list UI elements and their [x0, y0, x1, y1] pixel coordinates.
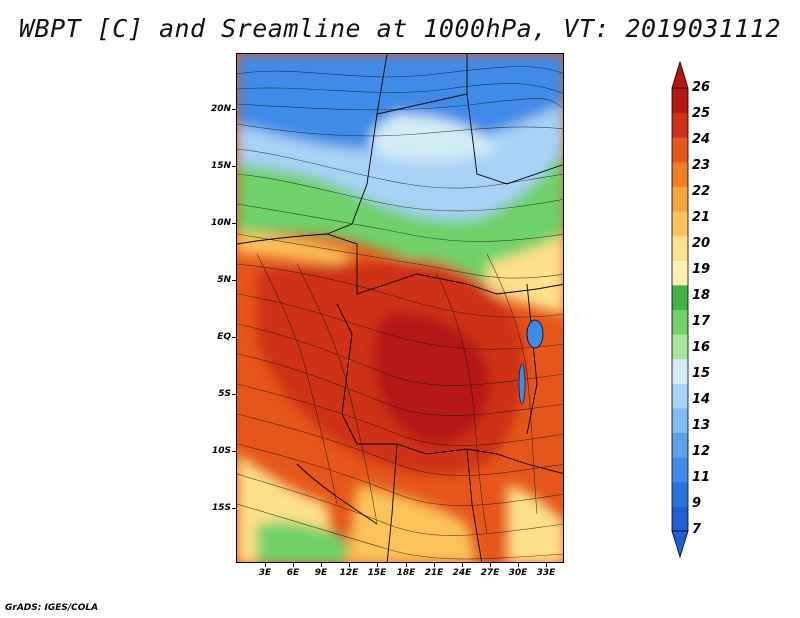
colorbar-label: 13 [692, 418, 711, 433]
colorbar-label: 25 [692, 106, 711, 121]
colorbar-segment [672, 284, 688, 310]
lat-label: EQ [217, 332, 231, 342]
map-panel [236, 53, 564, 563]
colorbar-label: 11 [692, 470, 711, 485]
colorbar-label: 9 [692, 496, 702, 511]
lon-label: 21E [424, 568, 444, 578]
lat-tick [232, 394, 236, 395]
colorbar-label: 18 [692, 288, 711, 303]
colorbar-segment [672, 260, 688, 286]
lat-tick [232, 280, 236, 281]
lon-tick [462, 563, 463, 567]
lon-label: 9E [314, 568, 328, 578]
pale-region-sahara [370, 114, 497, 161]
lon-label: 15E [367, 568, 387, 578]
lat-tick [232, 166, 236, 167]
colorbar-segment [672, 161, 688, 187]
lon-label: 18E [396, 568, 416, 578]
colorbar-label: 15 [692, 366, 711, 381]
lon-label: 12E [339, 568, 359, 578]
colorbar-segment [672, 309, 688, 335]
lon-label: 24E [452, 568, 472, 578]
chart-title: WBPT [C] and Sreamline at 1000hPa, VT: 2… [18, 14, 781, 43]
lon-label: 33E [536, 568, 556, 578]
lat-tick [232, 451, 236, 452]
lat-tick [232, 223, 236, 224]
streamlines [237, 66, 563, 560]
colorbar-segment [672, 88, 688, 114]
southeast-warm [507, 484, 563, 562]
lon-label: 3E [258, 568, 272, 578]
south-central-warm [347, 484, 477, 562]
lon-tick [349, 563, 350, 567]
lat-label: 5N [217, 275, 231, 285]
hottest-core [374, 313, 490, 445]
transition-east [487, 235, 563, 314]
lon-tick [377, 563, 378, 567]
colorbar-segment [672, 235, 688, 261]
colorbar-label: 22 [692, 184, 711, 199]
lon-tick [546, 563, 547, 567]
colorbar-label: 12 [692, 444, 711, 459]
country-borders [237, 54, 563, 562]
colorbar-segment [672, 334, 688, 360]
colorbar-segments [671, 87, 689, 532]
grads-footer: GrADS: IGES/COLA [5, 603, 99, 613]
lat-label: 15S [211, 503, 231, 513]
colorbar-label: 26 [692, 80, 711, 95]
colorbar-label: 19 [692, 262, 711, 277]
lat-label: 10N [210, 218, 231, 228]
lake-victoria [526, 319, 544, 349]
lon-label: 6E [286, 568, 300, 578]
colorbar-label: 16 [692, 340, 711, 355]
colorbar-segment [672, 112, 688, 138]
colorbar-label: 20 [692, 236, 711, 251]
lon-tick [321, 563, 322, 567]
lon-tick [490, 563, 491, 567]
colorbar-label: 23 [692, 158, 711, 173]
green-band [237, 151, 563, 291]
lon-label: 27E [480, 568, 500, 578]
colorbar-label: 21 [692, 210, 711, 225]
colorbar-label: 7 [692, 522, 702, 537]
lon-tick [265, 563, 266, 567]
colorbar-label: 14 [692, 392, 711, 407]
colorbar-label: 24 [692, 132, 711, 147]
lat-tick [232, 508, 236, 509]
lat-label: 15N [210, 161, 231, 171]
colorbar-segment [672, 358, 688, 384]
colorbar-segment [672, 137, 688, 163]
southwest-green [257, 522, 347, 562]
colorbar-segment [672, 457, 688, 483]
colorbar-segment [672, 186, 688, 212]
colorbar-segment [672, 211, 688, 237]
lon-label: 30E [508, 568, 528, 578]
lon-tick [406, 563, 407, 567]
lat-label: 20N [210, 104, 231, 114]
colorbar-bottom-arrow [671, 530, 689, 559]
lake-tanganyika [518, 363, 526, 405]
colorbar-segment [672, 481, 688, 507]
colorbar-segment [672, 383, 688, 409]
lat-tick [232, 337, 236, 338]
lon-tick [293, 563, 294, 567]
lat-label: 10S [211, 446, 231, 456]
colorbar-segment [672, 432, 688, 458]
colorbar-label: 17 [692, 314, 711, 329]
lat-tick [232, 109, 236, 110]
colorbar-segment [672, 506, 688, 532]
wbpt-map [237, 54, 563, 562]
lon-tick [518, 563, 519, 567]
colorbar-top-arrow [671, 60, 689, 89]
lon-tick [434, 563, 435, 567]
colorbar-segment [672, 407, 688, 434]
lat-label: 5S [218, 389, 231, 399]
